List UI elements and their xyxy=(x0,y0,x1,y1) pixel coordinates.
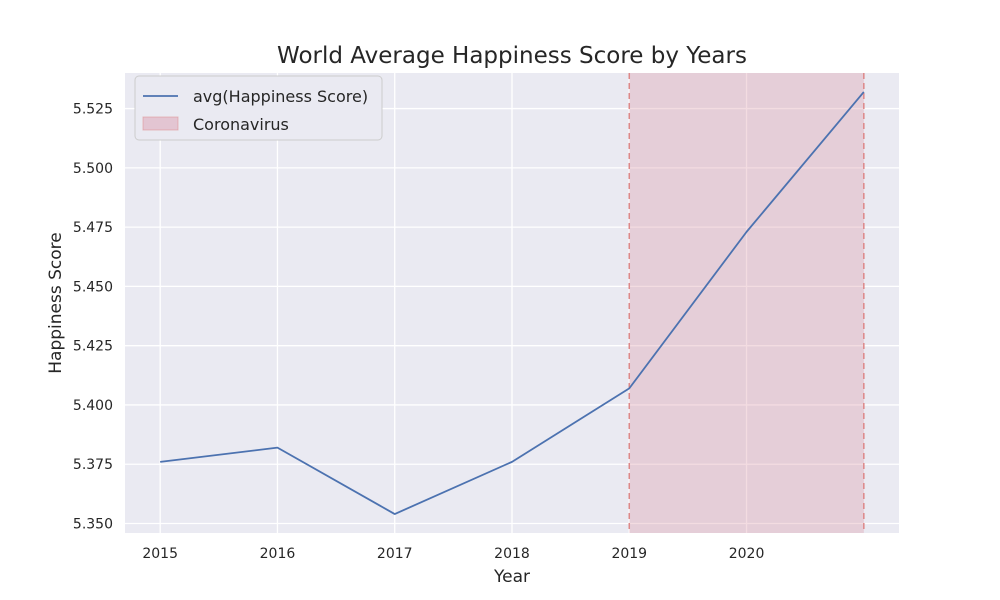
series-lines xyxy=(160,91,865,515)
x-tick-label: 2020 xyxy=(729,546,765,562)
x-tick-label: 2019 xyxy=(611,546,647,562)
y-tick-label: 5.400 xyxy=(73,398,113,414)
y-tick-label: 5.350 xyxy=(73,517,113,533)
coronavirus-region xyxy=(628,73,865,533)
legend-region-swatch xyxy=(142,116,179,131)
x-tick-label: 2015 xyxy=(142,546,178,562)
y-axis-label: Happiness Score xyxy=(46,232,66,373)
y-tick-label: 5.450 xyxy=(73,279,113,295)
legend: avg(Happiness Score) Coronavirus xyxy=(134,75,383,141)
x-tick-labels: 2015 2016 2017 2018 2019 2020 xyxy=(142,546,764,562)
y-tick-labels: 5.350 5.375 5.400 5.425 5.450 5.475 5.500 5.525 xyxy=(73,102,113,533)
chart-title: World Average Happiness Score by Years xyxy=(277,43,747,69)
grid-lines xyxy=(125,73,899,533)
y-tick-label: 5.500 xyxy=(73,161,113,177)
y-tick-label: 5.525 xyxy=(73,102,113,118)
x-tick-label: 2016 xyxy=(260,546,296,562)
legend-label-series: avg(Happiness Score) xyxy=(193,87,368,106)
x-tick-label: 2017 xyxy=(377,546,413,562)
y-tick-label: 5.375 xyxy=(73,457,113,473)
coronavirus-shade xyxy=(629,73,864,533)
x-axis-label: Year xyxy=(493,567,530,587)
y-tick-label: 5.475 xyxy=(73,220,113,236)
y-tick-label: 5.425 xyxy=(73,339,113,355)
legend-box xyxy=(134,75,383,141)
x-tick-label: 2018 xyxy=(494,546,530,562)
legend-label-region: Coronavirus xyxy=(193,115,289,134)
